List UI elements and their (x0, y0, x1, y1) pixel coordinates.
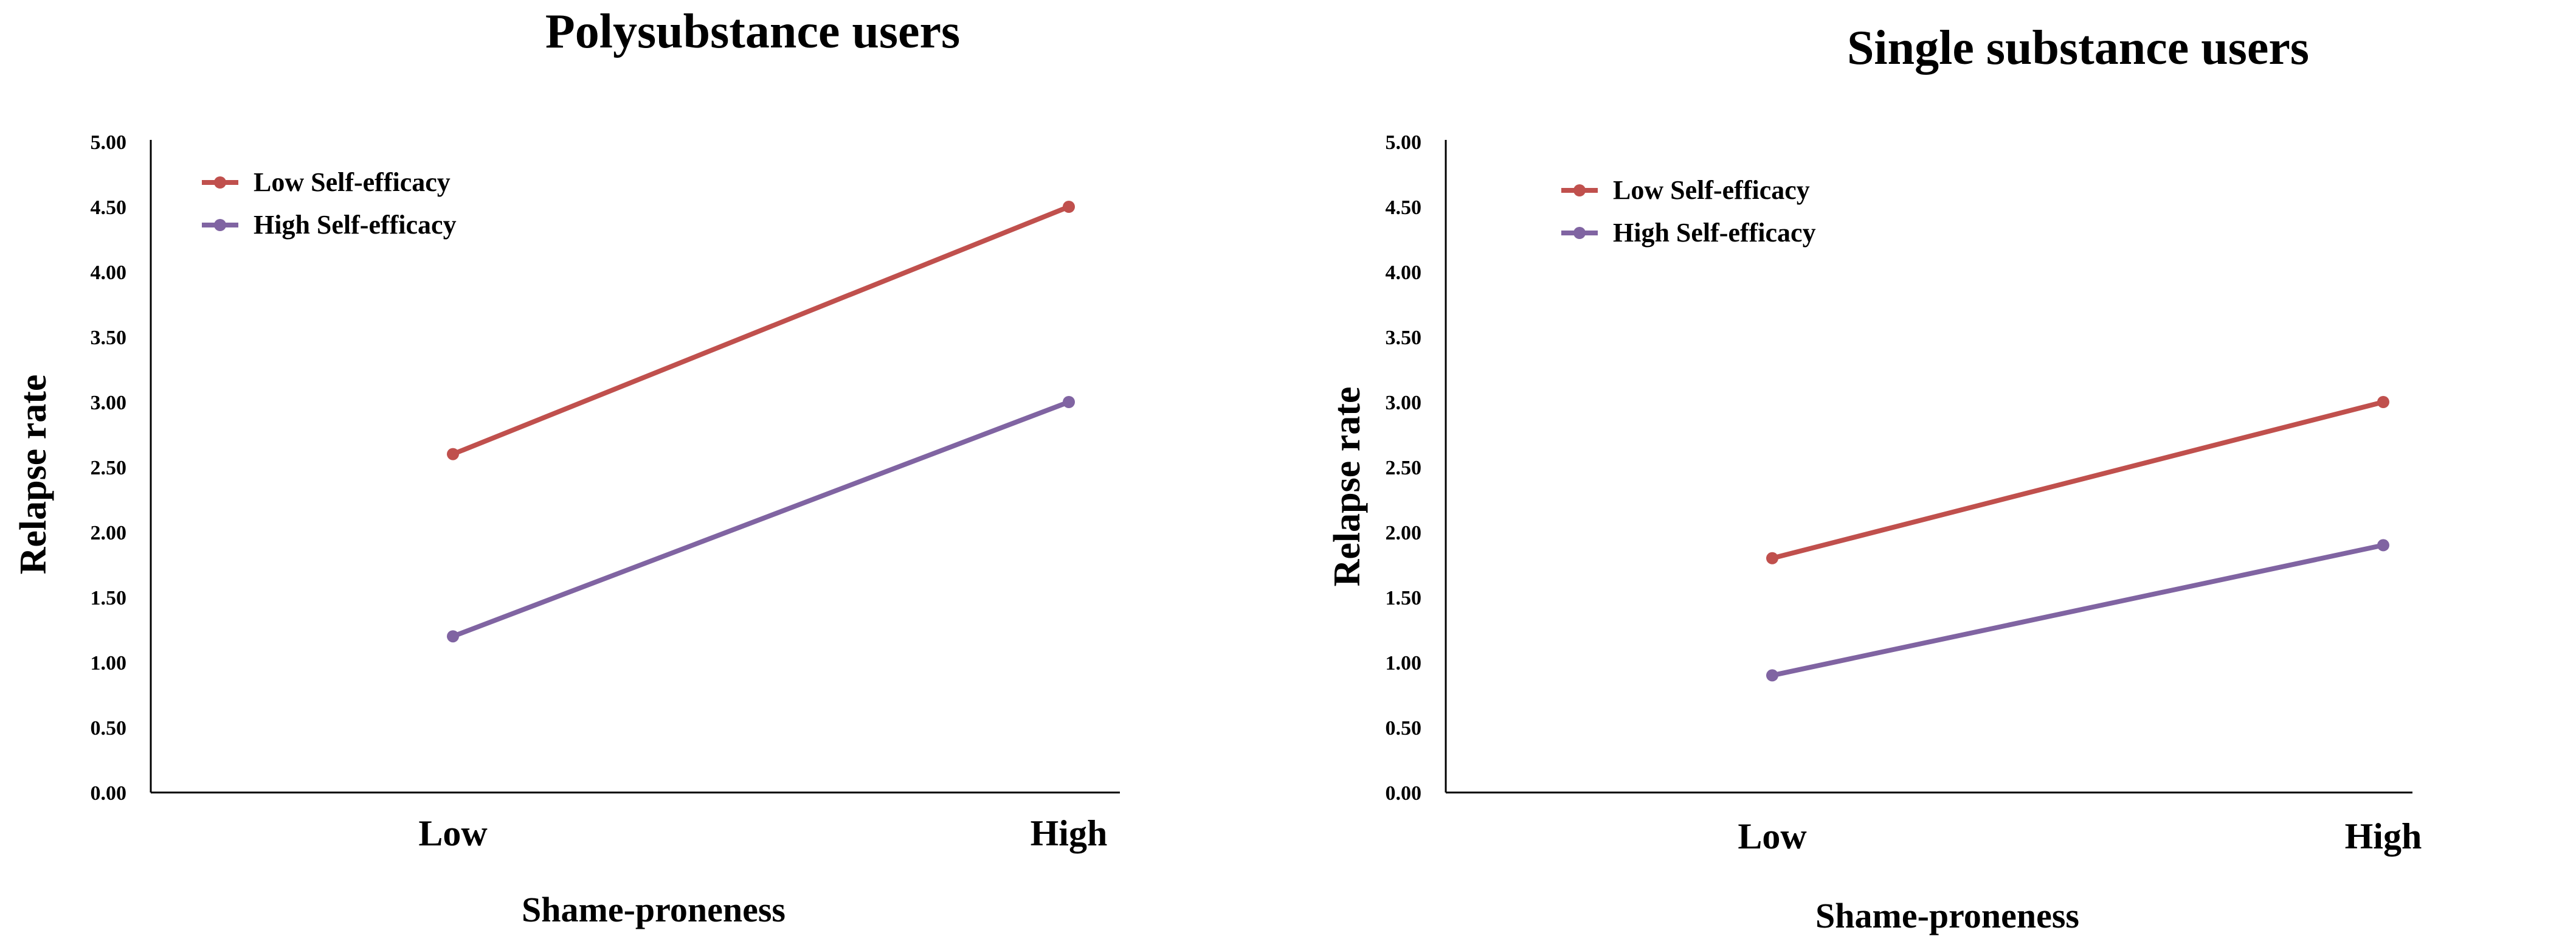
x-tick-label: Low (1738, 816, 1807, 856)
data-point (1063, 201, 1075, 213)
y-tick-label: 3.00 (91, 392, 127, 414)
y-tick-label: 2.00 (91, 522, 127, 544)
x-tick-label: High (1031, 813, 1108, 853)
y-tick-label: 1.50 (91, 587, 127, 609)
y-tick-label: 1.00 (1386, 652, 1422, 675)
legend-swatch-marker (1573, 184, 1586, 196)
x-axis-label: Shame-proneness (522, 890, 786, 929)
data-point (1063, 396, 1075, 408)
y-tick-label: 3.50 (91, 327, 127, 349)
legend-swatch-marker (1573, 227, 1586, 239)
y-tick-label: 4.50 (1386, 196, 1422, 219)
data-point (447, 630, 459, 643)
x-tick-label: High (2345, 816, 2422, 856)
series-line (451, 204, 1071, 457)
data-point (1766, 669, 1778, 682)
legend-label: Low Self-efficacy (1613, 175, 1810, 205)
y-tick-label: 0.50 (1386, 717, 1422, 740)
data-point (2377, 539, 2389, 552)
y-tick-label: 4.00 (91, 262, 127, 284)
y-tick-label: 2.50 (1386, 457, 1422, 479)
series-line (1770, 400, 2386, 561)
data-point (2377, 396, 2389, 408)
y-tick-label: 1.00 (91, 652, 127, 675)
y-tick-label: 0.00 (1386, 782, 1422, 805)
series-line (1770, 543, 2386, 678)
y-tick-label: 0.50 (91, 717, 127, 740)
chart-title: Single substance users (1847, 21, 2309, 75)
x-axis-label: Shame-proneness (1815, 896, 2079, 935)
y-tick-label: 4.50 (91, 196, 127, 219)
y-tick-label: 5.00 (91, 131, 127, 154)
legend-label: Low Self-efficacy (254, 167, 451, 197)
y-axis-label: Relapse rate (13, 375, 54, 575)
y-tick-label: 5.00 (1386, 131, 1422, 154)
y-tick-label: 0.00 (91, 782, 127, 805)
y-tick-label: 2.00 (1386, 522, 1422, 544)
chart-title: Polysubstance users (545, 5, 960, 58)
chart-single-substance-users: Single substance users 0.00 0.50 1.00 1.50 2.… (1327, 21, 2422, 935)
legend-label: High Self-efficacy (254, 210, 457, 240)
chart-polysubstance-users: Polysubstance users 0.00 0.50 1.00 1.50 2.00 2… (13, 5, 1120, 929)
y-tick-label: 1.50 (1386, 587, 1422, 609)
y-axis-label: Relapse rate (1327, 387, 1368, 587)
legend-swatch-marker (214, 219, 226, 231)
data-point (1766, 552, 1778, 564)
y-tick-label: 3.00 (1386, 392, 1422, 414)
legend-swatch-marker (214, 176, 226, 189)
legend-label: High Self-efficacy (1613, 218, 1816, 248)
series-line (451, 400, 1071, 639)
x-tick-label: Low (418, 813, 488, 853)
y-tick-label: 3.50 (1386, 327, 1422, 349)
y-tick-label: 4.00 (1386, 262, 1422, 284)
y-tick-label: 2.50 (91, 457, 127, 479)
data-point (447, 448, 459, 460)
